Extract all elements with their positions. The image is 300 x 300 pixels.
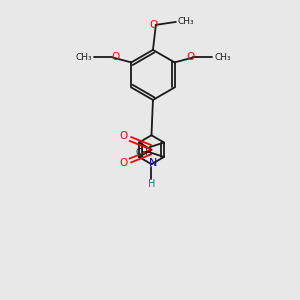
Text: CH₃: CH₃ xyxy=(178,17,194,26)
Text: O: O xyxy=(119,158,128,168)
Text: O: O xyxy=(119,131,128,141)
Text: O: O xyxy=(186,52,195,62)
Text: O: O xyxy=(149,20,158,30)
Text: CH₃: CH₃ xyxy=(75,53,92,62)
Text: CH₃: CH₃ xyxy=(135,148,152,157)
Text: O: O xyxy=(111,52,120,62)
Text: N: N xyxy=(149,158,157,168)
Text: H: H xyxy=(148,178,155,189)
Text: CH₃: CH₃ xyxy=(214,53,231,62)
